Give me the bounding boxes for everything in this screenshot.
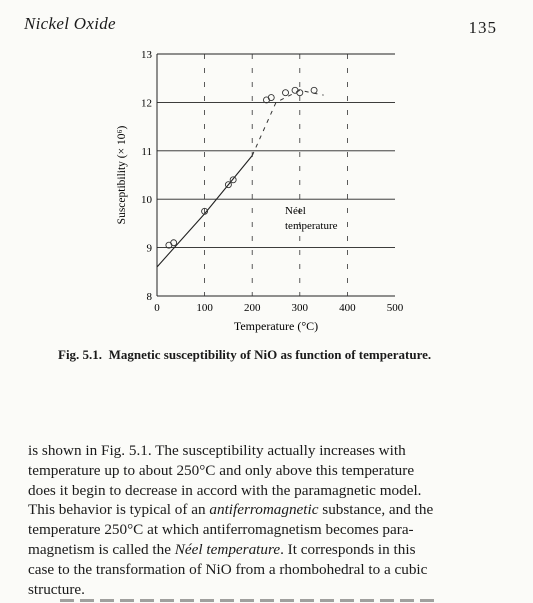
body-line-8: structure. — [28, 580, 85, 598]
body-line-3: does it begin to decrease in accord with… — [28, 481, 422, 499]
y-tick-label: 12 — [141, 97, 152, 109]
data-point — [229, 176, 237, 184]
figure-chart: 8 9 10 11 12 13 0 100 200 300 400 500 Temperature (°… — [116, 49, 404, 333]
x-tick-label: 300 — [292, 302, 309, 314]
y-tick-label: 10 — [141, 194, 153, 206]
series-line-dashed — [251, 89, 324, 156]
y-tick-label: 8 — [147, 291, 153, 303]
data-point — [296, 89, 304, 97]
data-point — [310, 86, 318, 94]
page-number: 135 — [468, 18, 497, 37]
y-tick-label: 9 — [147, 243, 153, 255]
series-line-solid — [156, 155, 253, 268]
x-tick-label: 0 — [154, 302, 160, 314]
caption-label: Fig. 5.1. — [58, 347, 103, 362]
body-line-2: temperature up to about 250°C and only a… — [28, 461, 415, 479]
cutoff-text-line — [60, 595, 440, 603]
data-point — [282, 89, 289, 97]
running-head: Nickel Oxide — [24, 14, 116, 33]
body-line-1: is shown in Fig. 5.1. The susceptibility… — [28, 442, 406, 459]
caption-text: Magnetic susceptibility of NiO as functi… — [108, 347, 432, 362]
x-tick-label: 100 — [196, 302, 213, 314]
body-paragraph: is shown in Fig. 5.1. The susceptibility… — [28, 441, 498, 599]
data-point — [201, 207, 209, 215]
body-line-5: temperature 250°C at which antiferromagn… — [28, 521, 414, 539]
annotation-temperature: temperature — [285, 220, 338, 232]
y-tick-label: 13 — [141, 49, 153, 61]
x-axis-label: Temperature (°C) — [234, 319, 318, 333]
body-line-6: magnetism is called the Néel temperature… — [28, 540, 416, 558]
annotation-neel: Néel — [285, 205, 306, 217]
x-tick-label: 400 — [339, 302, 356, 314]
x-tick-label: 500 — [387, 302, 404, 314]
x-tick-label: 200 — [244, 302, 261, 314]
data-point — [267, 94, 275, 102]
data-point — [224, 181, 232, 189]
y-axis-label: Susceptibility (× 10⁶) — [116, 126, 128, 225]
figure-caption: Fig. 5.1. Magnetic susceptibility of NiO… — [58, 346, 478, 364]
body-line-4: This behavior is typical of an antiferro… — [28, 501, 434, 519]
y-tick-label: 11 — [141, 146, 152, 158]
body-line-7: case to the transformation of NiO from a… — [28, 560, 428, 578]
data-point — [170, 239, 178, 247]
